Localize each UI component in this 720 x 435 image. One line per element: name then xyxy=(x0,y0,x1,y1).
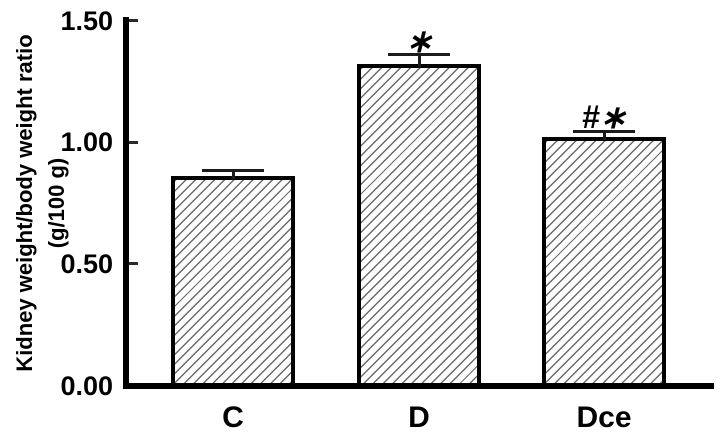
x-tick-label-c: C xyxy=(222,401,244,434)
y-tick-mark-050 xyxy=(129,262,138,266)
y-axis-line xyxy=(123,17,129,389)
x-tick-label-d: D xyxy=(408,401,430,434)
y-tick-label-150: 1.50 xyxy=(60,5,113,36)
y-tick-mark-150 xyxy=(129,19,138,23)
bar-c xyxy=(171,176,295,389)
x-tick-label-dce: Dce xyxy=(576,401,632,434)
y-tick-mark-100 xyxy=(129,140,138,144)
x-axis-line xyxy=(123,383,714,389)
significance-annotation-c xyxy=(163,139,303,173)
error-bar-cap-c xyxy=(202,168,264,172)
error-bar-stem-d xyxy=(417,54,421,68)
error-bar-stem-dce xyxy=(602,131,606,141)
bar-dce xyxy=(542,137,666,389)
y-tick-label-050: 0.50 xyxy=(60,248,113,279)
y-tick-label-100: 1.00 xyxy=(60,127,113,158)
error-bar-cap-d xyxy=(388,53,450,57)
error-bar-cap-dce xyxy=(573,129,635,133)
bar-d xyxy=(357,64,481,389)
y-tick-label-000: 0.00 xyxy=(60,370,113,401)
y-axis-title: Kidney weight/body weight ratio (g/100 g… xyxy=(9,18,73,388)
y-axis-title-line1: Kidney weight/body weight ratio xyxy=(12,34,37,372)
significance-annotation-d: ∗ xyxy=(405,22,433,59)
error-bar-stem-c xyxy=(231,170,235,180)
significance-annotation-dce: #∗ xyxy=(581,99,627,136)
y-axis-title-line2: (g/100 g) xyxy=(44,157,69,249)
